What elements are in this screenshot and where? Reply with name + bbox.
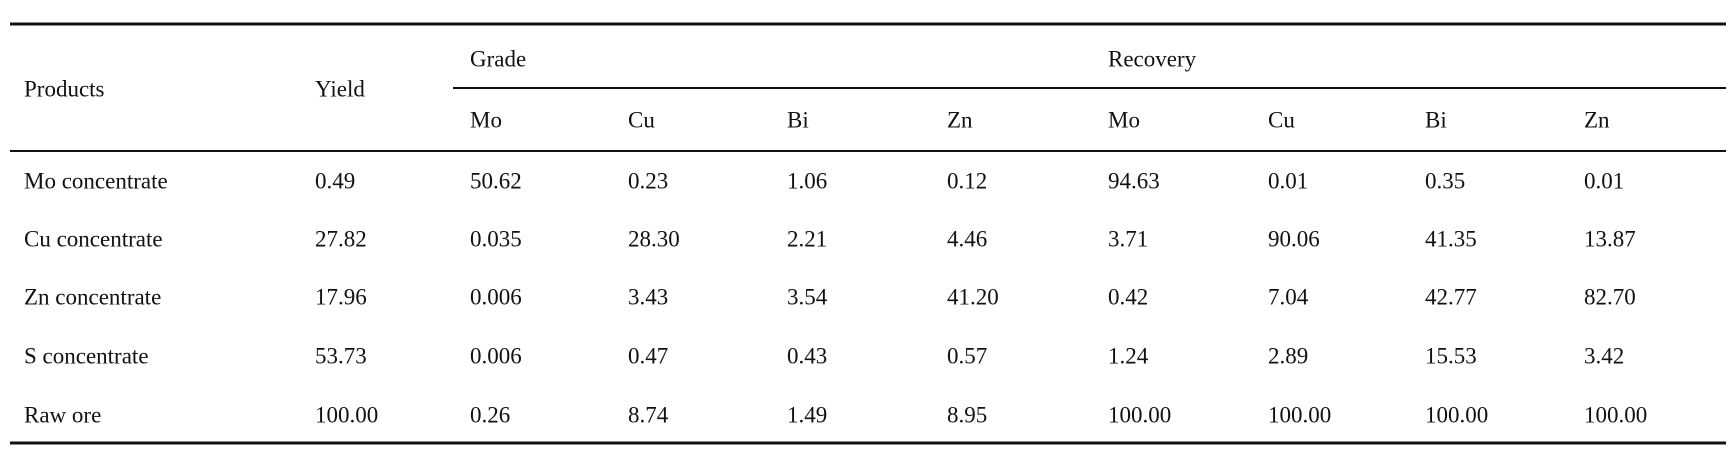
- cell: 1.06: [787, 168, 827, 193]
- cell: 17.96: [315, 284, 367, 309]
- cell: 0.035: [470, 226, 522, 251]
- cell: 3.54: [787, 284, 828, 309]
- cell: 90.06: [1268, 226, 1320, 251]
- cell: 41.20: [947, 284, 999, 309]
- cell: 8.74: [628, 402, 669, 427]
- cell: 13.87: [1584, 226, 1636, 251]
- cell: 94.63: [1108, 168, 1160, 193]
- cell: 0.57: [947, 343, 987, 368]
- cell: 15.53: [1425, 343, 1477, 368]
- cell: 0.23: [628, 168, 668, 193]
- subcolumn-header: Zn: [1584, 107, 1610, 132]
- subcolumn-header: Zn: [947, 107, 973, 132]
- cell: 0.42: [1108, 284, 1148, 309]
- cell: 100.00: [1108, 402, 1171, 427]
- cell: 0.43: [787, 343, 827, 368]
- cell: 0.006: [470, 343, 522, 368]
- cell: 27.82: [315, 226, 367, 251]
- cell: 53.73: [315, 343, 367, 368]
- cell: 2.21: [787, 226, 827, 251]
- cell: 3.43: [628, 284, 668, 309]
- cell: 28.30: [628, 226, 680, 251]
- subcolumn-header: Mo: [1108, 107, 1140, 132]
- cell: 100.00: [1425, 402, 1488, 427]
- row-label: Mo concentrate: [24, 168, 168, 193]
- header-recovery: Recovery: [1108, 46, 1197, 71]
- cell: 100.00: [1268, 402, 1331, 427]
- subcolumn-header: Bi: [1425, 107, 1447, 132]
- cell: 100.00: [1584, 402, 1647, 427]
- header-yield: Yield: [315, 76, 365, 101]
- cell: 3.71: [1108, 226, 1148, 251]
- cell: 0.006: [470, 284, 522, 309]
- cell: 0.26: [470, 402, 510, 427]
- cell: 0.47: [628, 343, 668, 368]
- cell: 2.89: [1268, 343, 1308, 368]
- cell: 42.77: [1425, 284, 1477, 309]
- cell: 0.01: [1268, 168, 1308, 193]
- row-label: S concentrate: [24, 343, 149, 368]
- cell: 0.35: [1425, 168, 1465, 193]
- cell: 41.35: [1425, 226, 1477, 251]
- subcolumn-header: Cu: [628, 107, 655, 132]
- header-grade: Grade: [470, 46, 526, 71]
- cell: 8.95: [947, 402, 987, 427]
- subcolumn-header: Mo: [470, 107, 502, 132]
- cell: 4.46: [947, 226, 987, 251]
- row-label: Zn concentrate: [24, 284, 161, 309]
- cell: 82.70: [1584, 284, 1636, 309]
- row-label: Raw ore: [24, 402, 101, 427]
- cell: 1.49: [787, 402, 827, 427]
- subcolumn-header: Bi: [787, 107, 809, 132]
- cell: 0.12: [947, 168, 987, 193]
- cell: 0.49: [315, 168, 355, 193]
- cell: 7.04: [1268, 284, 1309, 309]
- subcolumn-header: Cu: [1268, 107, 1295, 132]
- cell: 0.01: [1584, 168, 1624, 193]
- header-products: Products: [24, 76, 105, 101]
- cell: 50.62: [470, 168, 522, 193]
- cell: 100.00: [315, 402, 378, 427]
- cell: 3.42: [1584, 343, 1624, 368]
- cell: 1.24: [1108, 343, 1149, 368]
- row-label: Cu concentrate: [24, 226, 163, 251]
